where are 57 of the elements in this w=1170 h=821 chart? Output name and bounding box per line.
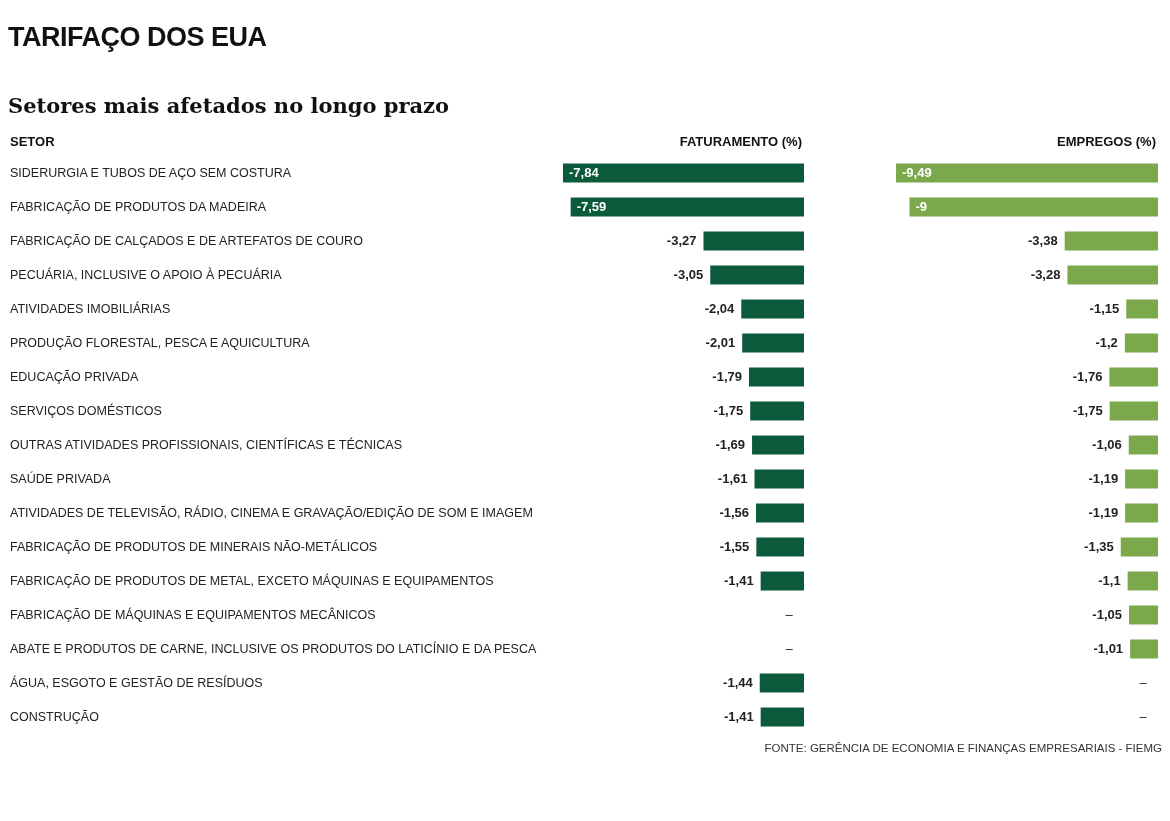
data-label: -1,41 (724, 709, 754, 725)
y-tick-label: ÁGUA, ESGOTO E GESTÃO DE RESÍDUOS (10, 675, 263, 690)
data-label: -1,01 (1093, 641, 1124, 657)
data-label: -1,35 (1084, 539, 1114, 555)
text: – (1139, 709, 1147, 724)
data-label: -1,19 (1088, 471, 1119, 487)
text: TARIFAÇO DOS EUA (8, 22, 268, 53)
data-label: -1,44 (723, 675, 754, 691)
data-label: -3,05 (673, 267, 704, 283)
text: Setores mais afetados no longo prazo (8, 93, 450, 118)
data-label: -9 (915, 199, 928, 215)
data-label: -3,38 (1028, 233, 1058, 249)
y-tick-label: OUTRAS ATIVIDADES PROFISSIONAIS, CIENTÍFICAS E TÉCNICAS (10, 437, 402, 452)
source-note: FONTE: GERÊNCIA DE ECONOMIA E FINANÇAS EMPRESARIAIS - FIEMG (763, 742, 1162, 754)
data-label: -1,76 (1072, 369, 1103, 385)
y-tick-label: FABRICAÇÃO DE PRODUTOS DE MINERAIS NÃO-METÁLICOS (10, 539, 378, 554)
data-label: -2,01 (705, 335, 736, 351)
data-label: -7,84 (569, 165, 600, 181)
text: – (785, 641, 793, 656)
data-label: -1,75 (1073, 403, 1103, 419)
y-tick-label: ABATE E PRODUTOS DE CARNE, INCLUSIVE OS PRODUTOS DO LATICÍNIO E DA PESCA (10, 641, 537, 656)
text: – (1139, 675, 1147, 690)
data-label: -1,19 (1088, 505, 1119, 521)
y-tick-label: FABRICAÇÃO DE CALÇADOS E DE ARTEFATOS DE COURO (10, 234, 364, 248)
y-tick-label: FABRICAÇÃO DE MÁQUINAS E EQUIPAMENTOS MECÂNICOS (10, 607, 376, 622)
data-label: -1,1 (1098, 573, 1121, 589)
data-label: -1,79 (712, 369, 742, 385)
data-label: -9,49 (902, 165, 932, 181)
data-label: -2,04 (704, 301, 736, 317)
data-label: -1,69 (715, 437, 746, 453)
data-label: -1,75 (713, 403, 744, 419)
y-tick-label: PECUÁRIA, INCLUSIVE O APOIO À PECUÁRIA (10, 267, 283, 282)
x-axis-title: FATURAMENTO (%) (679, 134, 802, 149)
data-label: -3,27 (666, 233, 697, 249)
data-label: -1,05 (1092, 607, 1123, 623)
y-tick-label: PRODUÇÃO FLORESTAL, PESCA E AQUICULTURA (10, 336, 311, 350)
data-label: -1,15 (1089, 301, 1120, 317)
data-label: -7,59 (576, 199, 607, 215)
y-tick-label: SERVIÇOS DOMÉSTICOS (10, 403, 162, 418)
y-tick-label: CONSTRUÇÃO (10, 710, 100, 724)
y-tick-label: FABRICAÇÃO DE PRODUTOS DA MADEIRA (10, 200, 267, 214)
y-tick-label: FABRICAÇÃO DE PRODUTOS DE METAL, EXCETO MÁQUINAS E EQUIPAMENTOS (10, 573, 494, 588)
data-label: -3,28 (1030, 267, 1061, 283)
data-label: -1,2 (1095, 335, 1118, 351)
x-axis-title: EMPREGOS (%) (1057, 134, 1156, 149)
y-tick-label: EDUCAÇÃO PRIVADA (10, 370, 139, 384)
data-label: -1,06 (1092, 437, 1122, 453)
y-tick-label: ATIVIDADES IMOBILIÁRIAS (10, 301, 171, 316)
text: – (785, 607, 793, 622)
y-tick-label: SAÚDE PRIVADA (10, 471, 112, 486)
y-axis-title: SETOR (10, 134, 55, 149)
data-label: -1,61 (717, 471, 748, 487)
y-tick-label: SIDERURGIA E TUBOS DE AÇO SEM COSTURA (10, 166, 292, 180)
data-label: -1,56 (719, 505, 750, 521)
data-label: -1,55 (719, 539, 750, 555)
y-tick-label: ATIVIDADES DE TELEVISÃO, RÁDIO, CINEMA E GRAVAÇÃO/EDIÇÃO DE SOM E IMAGEM (10, 505, 533, 520)
data-label: -1,41 (724, 573, 754, 589)
